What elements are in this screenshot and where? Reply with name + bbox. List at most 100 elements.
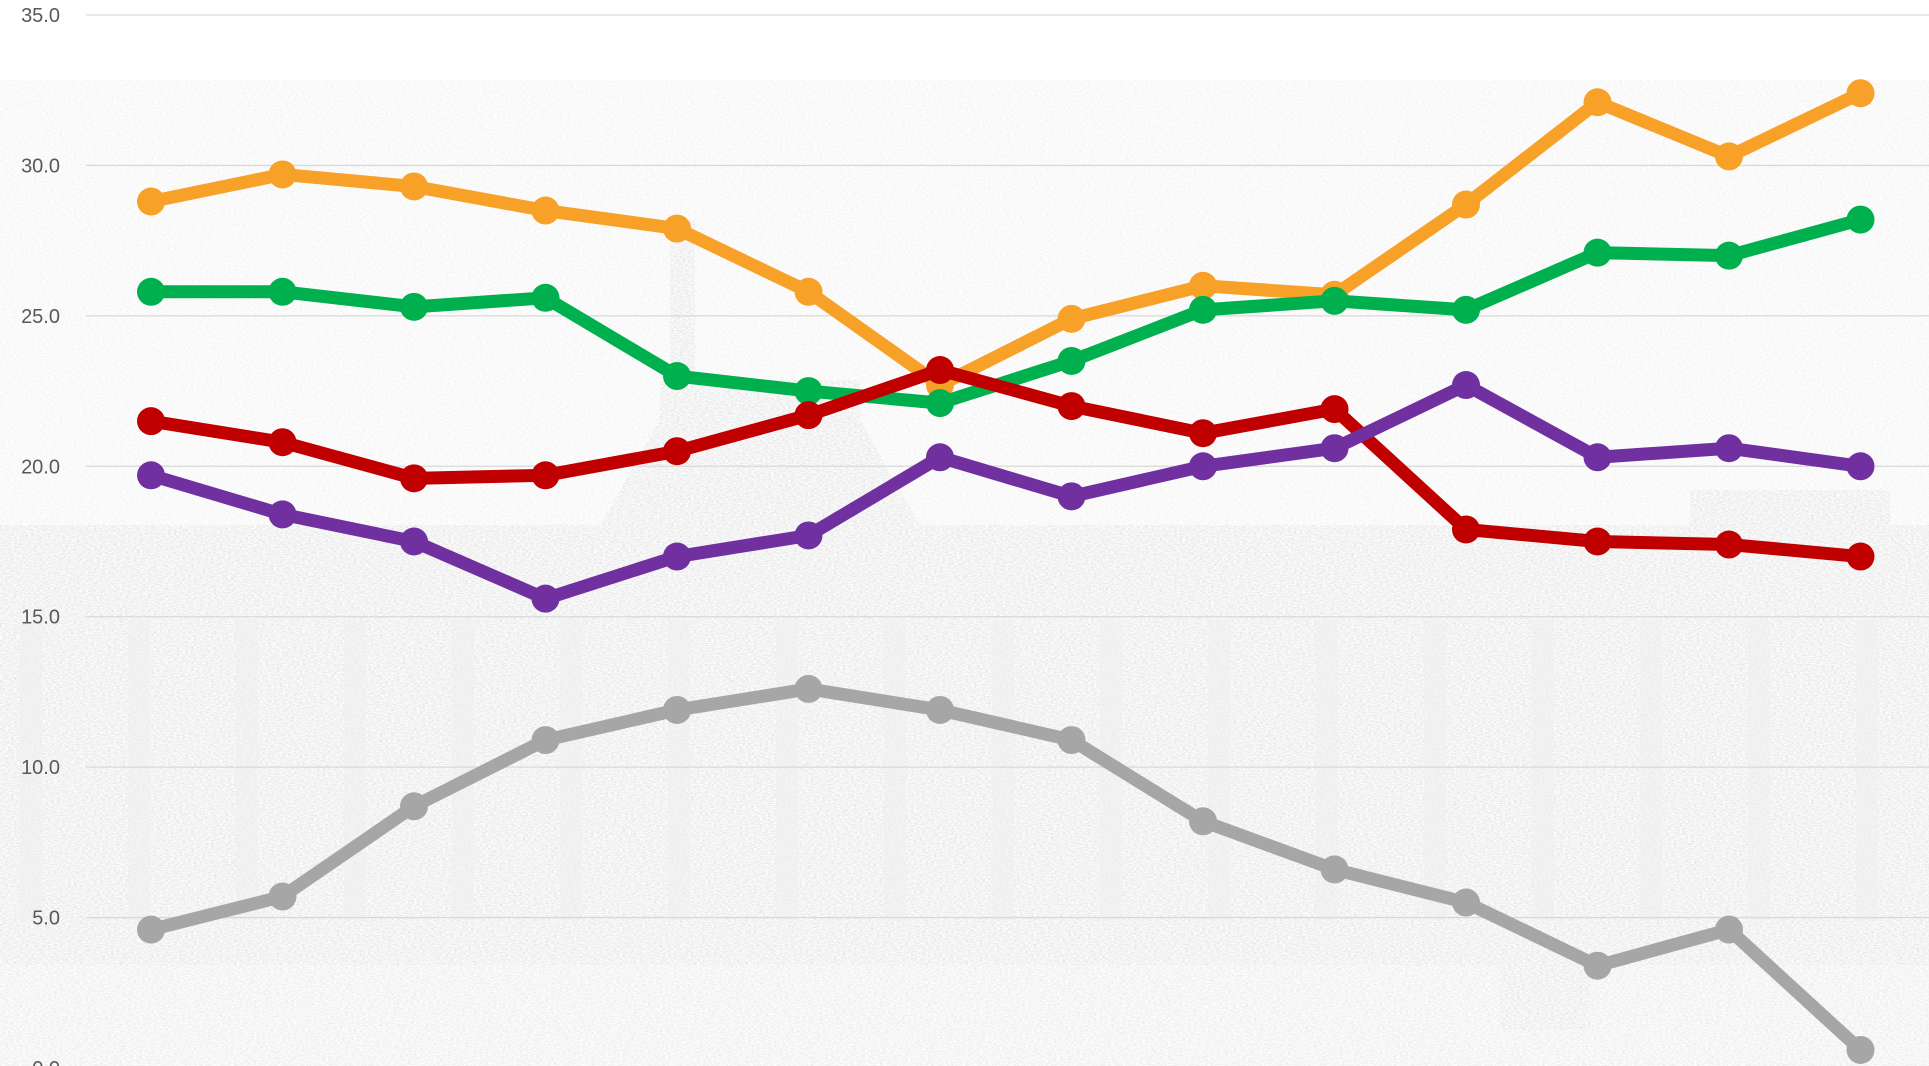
series-5 [137, 674, 1875, 1064]
data-point [663, 695, 691, 724]
data-point [1057, 346, 1086, 375]
data-point [1715, 241, 1743, 270]
y-tick-label: 0.0 [32, 1058, 60, 1066]
building-column [236, 620, 258, 920]
data-point [1715, 434, 1743, 463]
data-point [400, 792, 428, 821]
data-point [400, 464, 428, 493]
data-point [794, 277, 823, 306]
data-point [137, 187, 165, 216]
data-point [926, 443, 954, 472]
data-point [663, 362, 691, 391]
data-point [1189, 807, 1217, 836]
building-column [992, 620, 1014, 920]
data-point [1583, 527, 1612, 556]
data-point [663, 437, 691, 466]
data-point [137, 407, 165, 436]
building-column [452, 620, 474, 920]
data-point [531, 461, 560, 490]
data-point [663, 214, 691, 243]
data-point [926, 695, 954, 724]
data-point [1057, 726, 1086, 755]
data-point [1846, 542, 1875, 571]
data-point [1715, 915, 1743, 944]
building-column [128, 620, 150, 920]
data-point [531, 283, 560, 312]
building-column [884, 620, 906, 920]
building-column [20, 620, 42, 920]
building-column [1640, 620, 1662, 920]
data-point [137, 277, 165, 306]
series-line [144, 378, 1867, 606]
data-point [1583, 88, 1612, 117]
building-column [1532, 620, 1554, 920]
data-point [794, 674, 823, 703]
data-point [663, 542, 691, 571]
data-point [1057, 392, 1086, 421]
data-point [400, 527, 428, 556]
data-point [268, 160, 297, 189]
data-point [1452, 515, 1480, 544]
building-column [560, 620, 582, 920]
data-point [1846, 452, 1875, 481]
data-point [268, 277, 297, 306]
data-point [1846, 79, 1875, 108]
data-point [1715, 142, 1743, 171]
series-line [144, 682, 1867, 1057]
data-point [137, 915, 165, 944]
data-point [1846, 205, 1875, 234]
y-tick-label: 30.0 [21, 155, 60, 177]
data-point [1320, 286, 1349, 315]
data-point [1057, 482, 1086, 511]
data-point [1320, 434, 1349, 463]
data-point [1452, 295, 1480, 324]
data-point [1715, 530, 1743, 559]
data-point [400, 292, 428, 321]
y-tick-label: 5.0 [32, 908, 60, 930]
data-point [1320, 855, 1349, 884]
data-point [1583, 238, 1612, 267]
building-column [1856, 620, 1878, 920]
data-point [268, 428, 297, 457]
data-point [531, 726, 560, 755]
data-point [268, 500, 297, 529]
building-column [1316, 620, 1338, 920]
data-point [926, 389, 954, 418]
data-point [531, 584, 560, 613]
building-column [1424, 620, 1446, 920]
building-column [776, 620, 798, 920]
gridlines [86, 14, 1929, 919]
data-point [1583, 951, 1612, 980]
series-line [144, 363, 1867, 564]
data-point [268, 882, 297, 911]
data-point [1320, 395, 1349, 424]
data-point [1189, 419, 1217, 448]
y-tick-label: 15.0 [21, 607, 60, 629]
data-point [1452, 371, 1480, 400]
data-point [400, 172, 428, 201]
data-point [1583, 443, 1612, 472]
series-line [144, 86, 1867, 392]
series-3 [137, 356, 1875, 571]
y-tick-label: 20.0 [21, 456, 60, 478]
data-point [1452, 190, 1480, 219]
data-point [1452, 888, 1480, 917]
data-point [794, 377, 823, 406]
data-point [531, 196, 560, 225]
data-point [794, 521, 823, 550]
y-tick-label: 25.0 [21, 306, 60, 328]
building-column [1208, 620, 1230, 920]
data-point [1846, 1035, 1875, 1064]
data-point [926, 356, 954, 385]
data-point [1189, 452, 1217, 481]
building-column [344, 620, 366, 920]
y-tick-label: 35.0 [21, 5, 60, 27]
series-layer [137, 79, 1875, 1064]
building-column [668, 620, 690, 920]
building-column [1748, 620, 1770, 920]
data-point [137, 461, 165, 490]
data-point [1057, 304, 1086, 333]
series-4 [137, 371, 1875, 613]
data-point [1189, 271, 1217, 300]
